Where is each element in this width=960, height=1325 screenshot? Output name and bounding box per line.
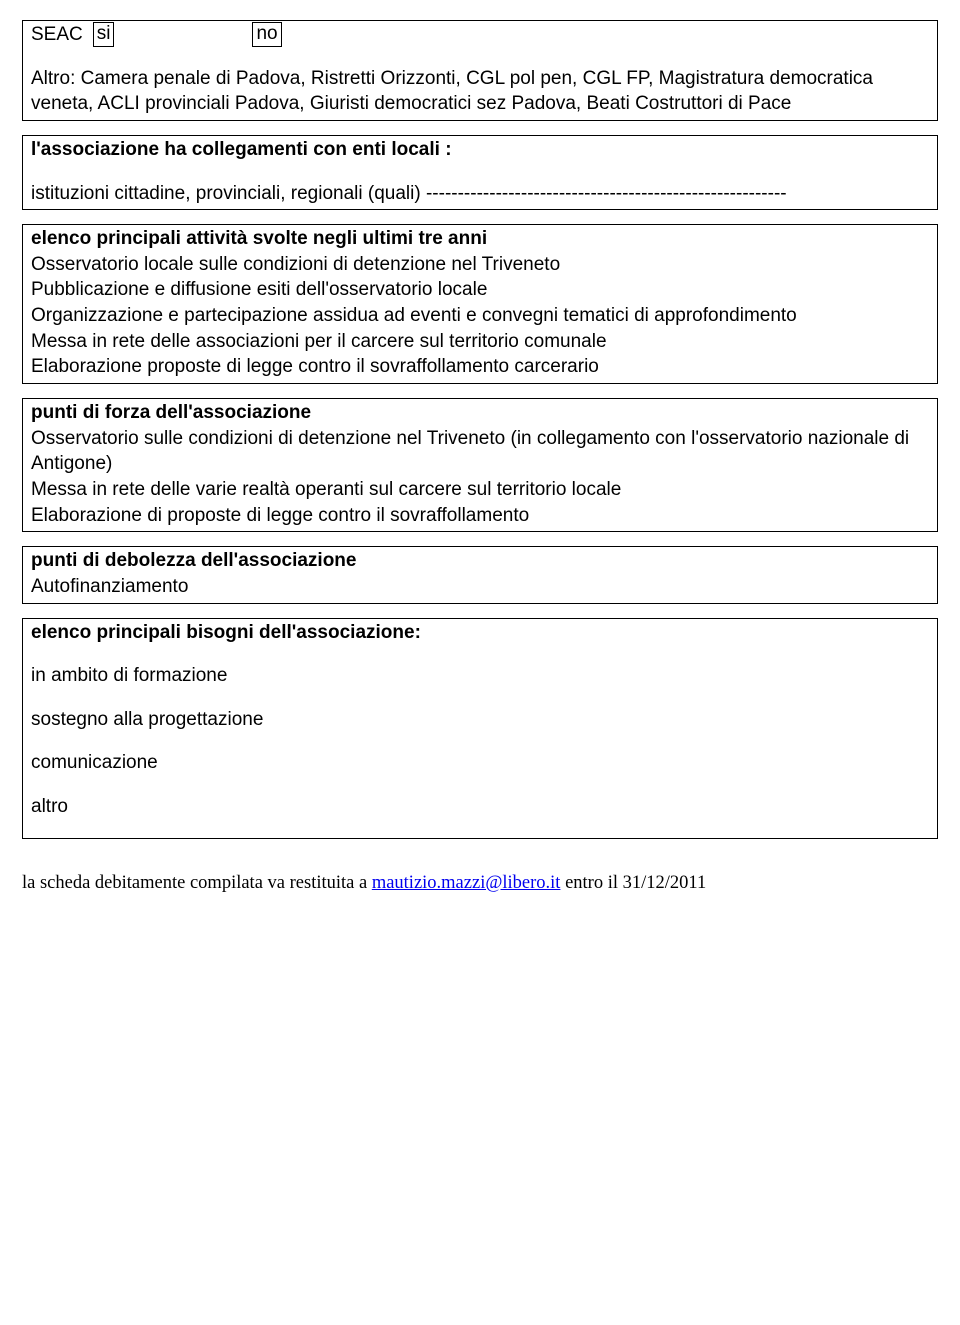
collegamenti-heading: l'associazione ha collegamenti con enti … — [31, 137, 929, 163]
section-seac-altro: SEAC si no Altro: Camera penale di Padov… — [22, 20, 938, 121]
forza-item: Osservatorio sulle condizioni di detenzi… — [31, 426, 929, 477]
footer-note: la scheda debitamente compilata va resti… — [22, 871, 938, 896]
forza-item: Elaborazione di proposte di legge contro… — [31, 503, 929, 529]
bisogni-item: comunicazione — [31, 750, 929, 776]
section-punti-debolezza: punti di debolezza dell'associazione Aut… — [22, 546, 938, 603]
section-bisogni: elenco principali bisogni dell'associazi… — [22, 618, 938, 839]
footer-prefix: la scheda debitamente compilata va resti… — [22, 873, 372, 893]
checkbox-si[interactable]: si — [93, 22, 115, 47]
seac-row: SEAC si no — [31, 22, 929, 48]
bisogni-item: altro — [31, 794, 929, 820]
bisogni-item: in ambito di formazione — [31, 663, 929, 689]
bisogni-item: sostegno alla progettazione — [31, 707, 929, 733]
bisogni-heading: elenco principali bisogni dell'associazi… — [31, 620, 929, 646]
collegamenti-body: istituzioni cittadine, provinciali, regi… — [31, 181, 929, 207]
checkbox-no[interactable]: no — [252, 22, 281, 47]
attivita-item: Osservatorio locale sulle condizioni di … — [31, 252, 929, 278]
debolezza-heading: punti di debolezza dell'associazione — [31, 548, 929, 574]
attivita-item: Pubblicazione e diffusione esiti dell'os… — [31, 277, 929, 303]
attivita-heading: elenco principali attività svolte negli … — [31, 226, 929, 252]
attivita-item: Messa in rete delle associazioni per il … — [31, 329, 929, 355]
forza-item: Messa in rete delle varie realtà operant… — [31, 477, 929, 503]
section-collegamenti-enti: l'associazione ha collegamenti con enti … — [22, 135, 938, 210]
altro-text: Altro: Camera penale di Padova, Ristrett… — [31, 66, 929, 117]
attivita-item: Elaborazione proposte di legge contro il… — [31, 354, 929, 380]
forza-heading: punti di forza dell'associazione — [31, 400, 929, 426]
footer-suffix: entro il 31/12/2011 — [560, 873, 706, 893]
section-attivita-svolte: elenco principali attività svolte negli … — [22, 224, 938, 384]
debolezza-item: Autofinanziamento — [31, 574, 929, 600]
attivita-item: Organizzazione e partecipazione assidua … — [31, 303, 929, 329]
seac-label: SEAC — [31, 22, 83, 48]
footer-email-link[interactable]: mautizio.mazzi@libero.it — [372, 873, 561, 893]
section-punti-forza: punti di forza dell'associazione Osserva… — [22, 398, 938, 532]
